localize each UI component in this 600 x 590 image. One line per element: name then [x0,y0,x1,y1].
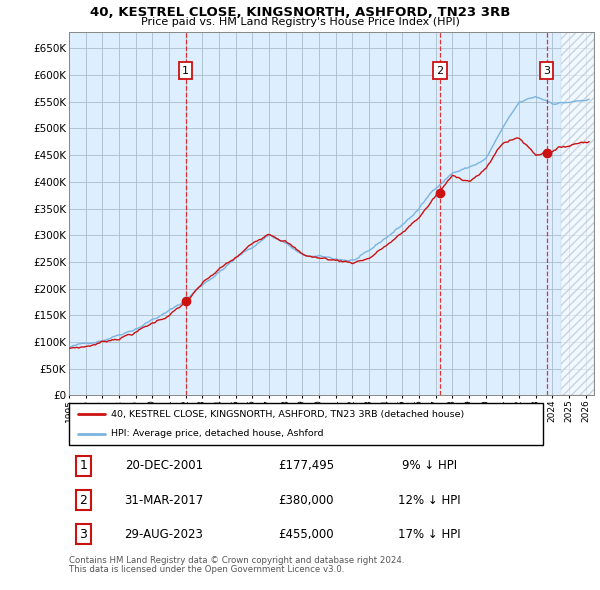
Text: Contains HM Land Registry data © Crown copyright and database right 2024.: Contains HM Land Registry data © Crown c… [69,556,404,565]
Text: £380,000: £380,000 [278,493,334,507]
Text: 40, KESTREL CLOSE, KINGSNORTH, ASHFORD, TN23 3RB (detached house): 40, KESTREL CLOSE, KINGSNORTH, ASHFORD, … [111,410,464,419]
Text: 20-DEC-2001: 20-DEC-2001 [125,460,203,473]
Text: This data is licensed under the Open Government Licence v3.0.: This data is licensed under the Open Gov… [69,565,344,574]
Text: £177,495: £177,495 [278,460,334,473]
Text: 40, KESTREL CLOSE, KINGSNORTH, ASHFORD, TN23 3RB: 40, KESTREL CLOSE, KINGSNORTH, ASHFORD, … [90,6,510,19]
Text: 29-AUG-2023: 29-AUG-2023 [124,527,203,540]
Text: 3: 3 [79,527,87,540]
Text: 12% ↓ HPI: 12% ↓ HPI [398,493,461,507]
Text: 2: 2 [436,65,443,76]
Text: 3: 3 [543,65,550,76]
Bar [560,32,594,395]
Text: 2: 2 [79,493,87,507]
Text: 9% ↓ HPI: 9% ↓ HPI [401,460,457,473]
Text: £455,000: £455,000 [278,527,334,540]
Text: HPI: Average price, detached house, Ashford: HPI: Average price, detached house, Ashf… [111,430,323,438]
Text: 1: 1 [79,460,87,473]
Text: 31-MAR-2017: 31-MAR-2017 [124,493,203,507]
Text: Price paid vs. HM Land Registry's House Price Index (HPI): Price paid vs. HM Land Registry's House … [140,17,460,27]
Text: 17% ↓ HPI: 17% ↓ HPI [398,527,461,540]
Text: 1: 1 [182,65,189,76]
